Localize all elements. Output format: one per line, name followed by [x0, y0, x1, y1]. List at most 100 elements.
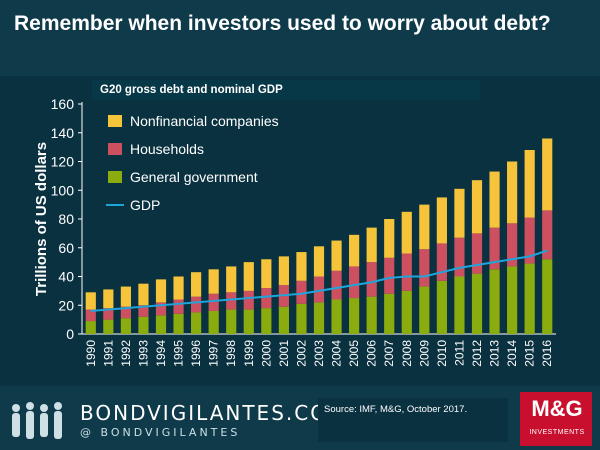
bar-households — [366, 262, 377, 297]
legend-label-gdp: GDP — [130, 197, 160, 213]
people-icon — [12, 402, 62, 439]
brand-handle[interactable]: @ BONDVIGILANTES — [80, 426, 241, 439]
bar-households — [173, 299, 184, 314]
bar-nonfinancial-companies — [454, 188, 465, 238]
bar-general-government — [454, 276, 465, 334]
x-tick-label: 1997 — [207, 340, 221, 367]
bar-households — [243, 290, 254, 310]
x-tick-label: 2009 — [417, 340, 431, 367]
bar-general-government — [261, 308, 272, 334]
x-tick-label: 1992 — [119, 340, 133, 367]
x-tick-label: 2016 — [540, 340, 554, 367]
y-tick-label: 40 — [58, 269, 74, 285]
bar-households — [155, 302, 167, 316]
bar-households — [489, 227, 500, 270]
legend-swatch-nonfinancial-companies — [108, 115, 122, 127]
bar-general-government — [401, 290, 412, 334]
bar-general-government — [138, 316, 149, 334]
x-tick-label: 1999 — [242, 340, 256, 367]
legend-swatch-households — [108, 143, 122, 155]
bar-general-government — [155, 315, 167, 334]
bar-general-government — [384, 293, 395, 334]
bar-households — [384, 257, 395, 294]
bar-general-government — [296, 303, 307, 334]
legend-swatch-general-government — [108, 171, 122, 183]
x-tick-label: 1990 — [84, 340, 98, 367]
bar-nonfinancial-companies — [226, 266, 237, 293]
bar-general-government — [191, 312, 202, 334]
bar-nonfinancial-companies — [419, 204, 430, 250]
bar-nonfinancial-companies — [261, 259, 272, 288]
bar-general-government — [349, 298, 360, 334]
bar-households — [191, 296, 202, 313]
x-tick-label: 2000 — [259, 340, 273, 367]
x-tick-label: 1998 — [224, 340, 238, 367]
chart-title: G20 gross debt and nominal GDP — [92, 80, 480, 100]
x-tick-label: 2007 — [382, 340, 396, 367]
bar-general-government — [471, 273, 483, 334]
mg-logo-text: M&G — [531, 396, 583, 421]
y-tick-label: 160 — [51, 96, 75, 112]
x-tick-label: 2001 — [277, 340, 291, 367]
bar-general-government — [103, 319, 114, 334]
x-tick-label: 2013 — [488, 340, 502, 367]
x-tick-label: 2002 — [294, 340, 308, 367]
bar-nonfinancial-companies — [349, 234, 360, 267]
bar-nonfinancial-companies — [278, 256, 289, 286]
x-tick-label: 2005 — [347, 340, 361, 367]
bar-nonfinancial-companies — [366, 227, 377, 263]
bar-nonfinancial-companies — [401, 211, 412, 254]
bar-nonfinancial-companies — [507, 161, 518, 224]
bar-households — [401, 253, 412, 291]
bar-households — [436, 243, 447, 281]
bar-nonfinancial-companies — [331, 240, 342, 271]
bar-households — [454, 237, 465, 277]
bar-households — [419, 249, 430, 287]
x-tick-label: 2011 — [452, 340, 466, 366]
bar-general-government — [313, 302, 325, 334]
x-tick-label: 1993 — [136, 340, 150, 367]
bar-nonfinancial-companies — [155, 279, 167, 303]
bar-households — [542, 210, 553, 260]
bar-nonfinancial-companies — [85, 292, 96, 310]
bar-general-government — [419, 286, 430, 334]
bar-general-government — [120, 318, 131, 334]
legend-label-nonfinancial-companies: Nonfinancial companies — [130, 113, 279, 129]
bar-households — [85, 309, 96, 322]
bar-nonfinancial-companies — [471, 180, 483, 234]
bar-general-government — [278, 306, 289, 334]
x-tick-label: 2014 — [505, 340, 519, 367]
bar-nonfinancial-companies — [296, 252, 307, 281]
x-tick-label: 1994 — [154, 340, 168, 367]
brand-name[interactable]: BONDVIGILANTES.COM — [80, 401, 348, 425]
bar-households — [471, 233, 483, 274]
bar-nonfinancial-companies — [138, 283, 149, 306]
y-tick-label: 20 — [58, 297, 74, 313]
bar-general-government — [208, 311, 219, 334]
bar-nonfinancial-companies — [173, 276, 184, 300]
x-tick-label: 1995 — [172, 340, 186, 367]
y-tick-label: 140 — [51, 125, 75, 141]
bar-general-government — [489, 269, 500, 334]
bar-nonfinancial-companies — [120, 286, 131, 307]
x-tick-label: 2003 — [312, 340, 326, 367]
bar-nonfinancial-companies — [243, 262, 254, 291]
mg-logo — [520, 392, 592, 446]
x-tick-label: 1991 — [101, 340, 115, 367]
bar-households — [349, 266, 360, 299]
bar-nonfinancial-companies — [208, 269, 219, 294]
bar-general-government — [226, 309, 237, 334]
bar-households — [261, 288, 272, 309]
bar-nonfinancial-companies — [103, 289, 114, 309]
bar-households — [507, 223, 518, 267]
bar-households — [208, 293, 219, 311]
bar-general-government — [366, 296, 377, 334]
bar-nonfinancial-companies — [489, 171, 500, 228]
bar-nonfinancial-companies — [191, 272, 202, 297]
bar-households — [524, 217, 535, 264]
bar-general-government — [85, 321, 96, 334]
page-title: Remember when investors used to worry ab… — [14, 12, 551, 35]
bar-households — [331, 270, 342, 300]
bar-nonfinancial-companies — [313, 246, 325, 277]
x-tick-label: 2006 — [365, 340, 379, 367]
